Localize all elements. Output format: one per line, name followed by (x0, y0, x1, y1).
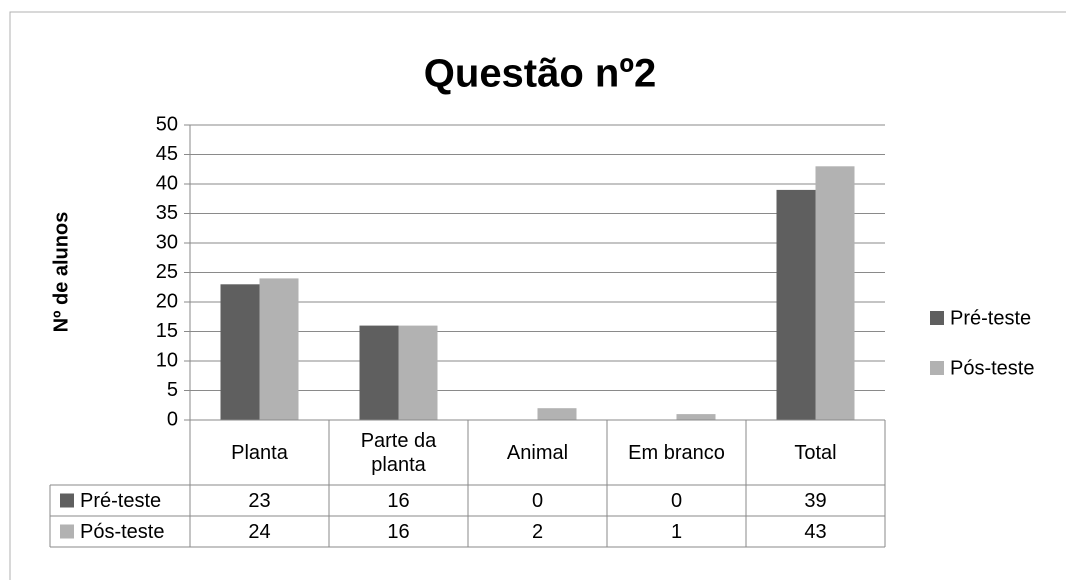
category-label-box: Em branco (628, 441, 725, 464)
y-tick-label: 40 (156, 172, 178, 194)
y-tick-label: 15 (156, 320, 178, 342)
category-label-box: Parte da planta (360, 429, 437, 476)
y-axis-label: Nº de alunos (50, 212, 72, 333)
category-label-box: Total (794, 441, 837, 464)
category-label: Total (794, 441, 837, 464)
y-tick-label: 35 (156, 202, 178, 224)
table-value: 24 (248, 521, 270, 543)
table-value: 0 (532, 490, 543, 512)
legend-label: Pré-teste (950, 307, 1031, 329)
y-tick-label: 5 (167, 379, 178, 401)
y-tick-label: 50 (156, 113, 178, 135)
y-tick-label: 25 (156, 261, 178, 283)
y-tick-label: 0 (167, 408, 178, 430)
bar (398, 325, 438, 420)
category-label-box: Planta (231, 441, 288, 464)
table-value: 2 (532, 521, 543, 543)
category-label: Parte da planta (360, 429, 437, 476)
table-series-name: Pós-teste (80, 521, 164, 543)
legend-key (60, 524, 74, 539)
category-label: Animal (506, 441, 569, 464)
table-value: 16 (387, 521, 409, 543)
legend-key (930, 311, 944, 325)
bar (220, 284, 260, 420)
table-value: 0 (671, 490, 682, 512)
table-value: 16 (387, 490, 409, 512)
y-tick-label: 30 (156, 231, 178, 253)
table-value: 43 (804, 521, 826, 543)
chart-title: Questão nº2 (424, 52, 656, 96)
bar (537, 408, 577, 420)
legend-label: Pós-teste (950, 357, 1034, 379)
y-tick-label: 20 (156, 290, 178, 312)
bar (676, 414, 716, 420)
bar (259, 278, 299, 420)
y-tick-label: 10 (156, 349, 178, 371)
bar (815, 166, 855, 420)
category-label: Planta (231, 441, 288, 464)
table-value: 1 (671, 521, 682, 543)
y-tick-label: 45 (156, 143, 178, 165)
table-value: 39 (804, 490, 826, 512)
category-label-box: Animal (506, 441, 569, 464)
table-series-name: Pré-teste (80, 490, 161, 512)
legend-key (930, 361, 944, 375)
table-value: 23 (248, 490, 270, 512)
legend-key (60, 493, 74, 508)
category-label: Em branco (628, 441, 725, 464)
bar (776, 189, 816, 420)
bar (359, 325, 399, 420)
